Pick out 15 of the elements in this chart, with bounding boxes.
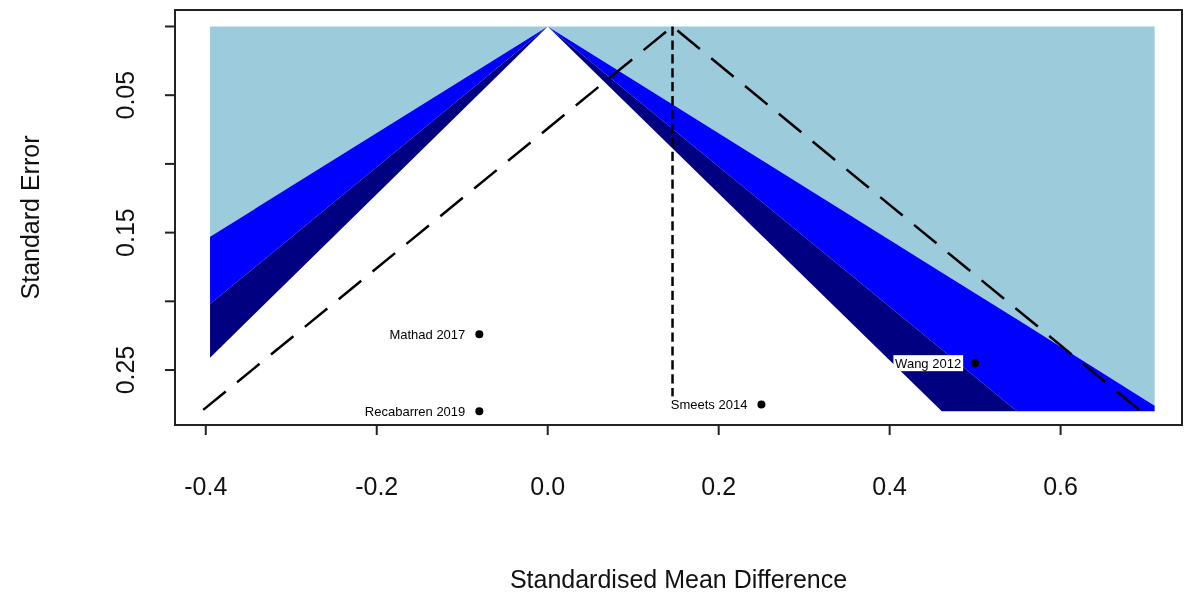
annotation: Mathad 2017 [389,326,466,342]
x-tick-label: 0.4 [872,472,908,500]
x-tick-label: -0.2 [355,472,399,500]
x-tick-label: 0.0 [530,472,566,500]
annotation: Wang 2012 [895,355,962,371]
x-tick-label: -0.4 [184,472,228,500]
y-tick-label: 0.15 [110,208,139,257]
y-axis-title: Standard Error [15,135,44,300]
y-tick-label: 0.25 [110,345,139,395]
x-tick-label: 0.6 [1043,472,1078,500]
annotation: Smeets 2014 [670,396,748,412]
annotation: Recabarren 2019 [364,403,466,419]
x-tick-label: 0.2 [701,472,737,500]
x-axis-title: Standardised Mean Difference [509,565,848,593]
y-tick-label: 0.05 [110,70,139,120]
